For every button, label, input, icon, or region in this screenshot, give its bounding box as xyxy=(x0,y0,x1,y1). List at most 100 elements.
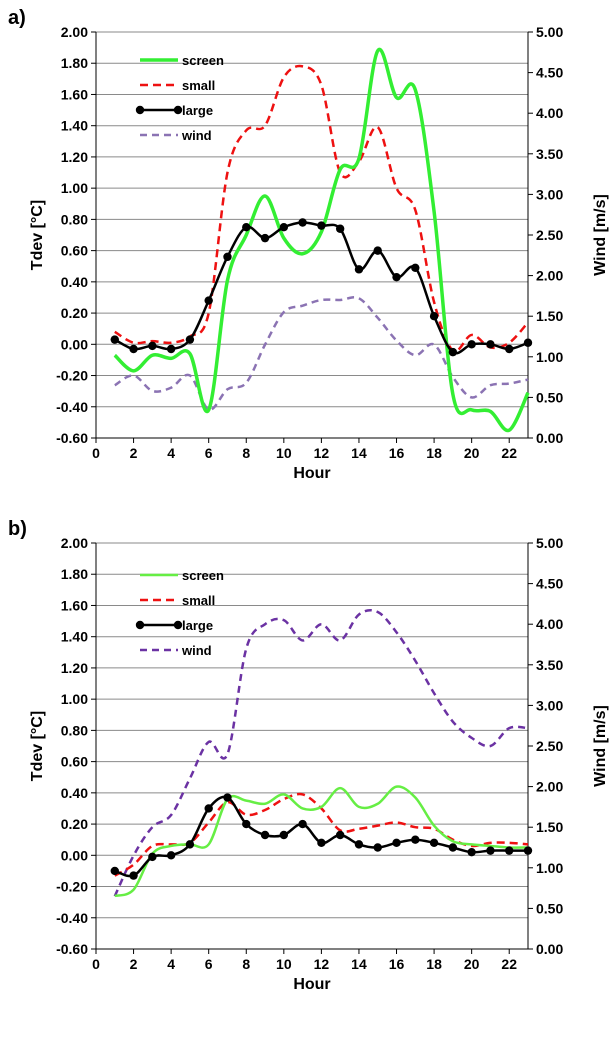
y-axis-label: Tdev [°C] xyxy=(29,200,46,270)
data-point-large xyxy=(298,218,307,227)
x-axis-label: Hour xyxy=(293,976,330,993)
data-point-large xyxy=(204,296,213,305)
x-tick-label: 20 xyxy=(464,956,480,972)
y-tick-label: 2.00 xyxy=(61,535,88,551)
data-point-large xyxy=(110,335,119,344)
x-tick-label: 4 xyxy=(167,445,175,461)
legend-label-screen: screen xyxy=(182,568,224,583)
x-tick-label: 18 xyxy=(426,445,442,461)
data-point-large xyxy=(523,338,533,347)
y2-tick-label: 1.50 xyxy=(536,819,563,835)
y-tick-label: -0.20 xyxy=(56,368,88,384)
data-point-large xyxy=(279,222,289,232)
y2-tick-label: 5.00 xyxy=(536,535,563,551)
x-tick-label: 4 xyxy=(167,956,175,972)
data-point-large xyxy=(411,835,420,844)
x-tick-label: 16 xyxy=(389,445,405,461)
y-tick-label: 1.20 xyxy=(61,660,88,676)
data-point-large xyxy=(242,222,251,232)
y2-tick-label: 1.00 xyxy=(536,860,563,876)
x-tick-label: 2 xyxy=(130,445,138,461)
x-tick-label: 14 xyxy=(351,445,367,461)
x-tick-label: 6 xyxy=(205,956,213,972)
y2-tick-label: 5.00 xyxy=(536,24,563,40)
data-point-large xyxy=(335,224,345,233)
data-point-large xyxy=(317,221,326,230)
data-point-large xyxy=(467,847,476,857)
data-point-large xyxy=(129,871,138,880)
y2-tick-label: 0.00 xyxy=(536,430,563,446)
data-point-large xyxy=(373,843,382,852)
data-point-large xyxy=(429,312,439,321)
y-tick-label: -0.20 xyxy=(56,879,88,895)
x-tick-label: 18 xyxy=(426,956,442,972)
x-tick-label: 12 xyxy=(314,956,330,972)
y2-axis-label: Wind [m/s] xyxy=(592,194,609,276)
panel-b: -0.60 -0.40 -0.20 0.00 0.20 0.40 0.60 0.80 1.00 1… xyxy=(8,518,609,993)
y2-tick-label: 0.50 xyxy=(536,389,563,405)
y2-tick-label: 3.00 xyxy=(536,186,563,202)
data-point-large xyxy=(110,866,119,876)
data-point-large xyxy=(260,830,270,840)
panel-a: -0.60 -0.40 -0.20 0.00 0.20 0.40 0.60 0.80 1.00 1… xyxy=(8,7,609,482)
y-tick-label: 0.60 xyxy=(61,243,88,259)
y2-tick-label: 2.00 xyxy=(536,779,563,795)
data-point-large xyxy=(448,843,458,852)
y-tick-label: 1.60 xyxy=(61,86,88,102)
data-point-large xyxy=(429,838,439,848)
data-point-large xyxy=(373,246,382,255)
y2-tick-label: 3.50 xyxy=(536,657,563,673)
y-tick-label: 0.00 xyxy=(61,336,88,352)
x-tick-label: 16 xyxy=(389,956,405,972)
series-line-wind xyxy=(114,296,529,411)
y2-tick-label: 4.50 xyxy=(536,65,563,81)
y2-tick-label: 0.00 xyxy=(536,941,563,957)
x-tick-label: 0 xyxy=(92,445,100,461)
y2-axis-label: Wind [m/s] xyxy=(592,705,609,787)
x-tick-label: 12 xyxy=(314,445,330,461)
x-tick-label: 8 xyxy=(242,956,250,972)
data-point-large xyxy=(298,819,307,829)
y-tick-label: 0.60 xyxy=(61,754,88,770)
y-tick-label: 1.00 xyxy=(61,691,88,707)
y-tick-label: 0.40 xyxy=(61,274,88,290)
legend-marker-large xyxy=(135,620,145,630)
y-tick-label: 0.20 xyxy=(61,305,88,321)
legend-label-screen: screen xyxy=(182,53,224,68)
x-tick-label: 10 xyxy=(276,445,292,461)
data-point-large xyxy=(448,347,458,357)
y2-tick-label: 3.50 xyxy=(536,146,563,162)
legend-label-wind: wind xyxy=(181,128,212,143)
y-tick-label: 1.60 xyxy=(61,597,88,613)
x-axis-label: Hour xyxy=(293,465,330,482)
y-tick-label: -0.40 xyxy=(56,910,88,926)
data-point-large xyxy=(411,263,420,272)
y-tick-label: 2.00 xyxy=(61,24,88,40)
x-tick-label: 6 xyxy=(205,445,213,461)
x-tick-label: 8 xyxy=(242,445,250,461)
data-point-large xyxy=(505,344,514,354)
data-point-large xyxy=(392,838,401,848)
series-line-large xyxy=(114,221,529,355)
data-point-large xyxy=(185,840,195,849)
data-point-large xyxy=(204,804,213,813)
legend-marker-large xyxy=(173,105,183,115)
data-point-large xyxy=(129,344,138,354)
panel-label: a) xyxy=(8,7,26,29)
x-tick-label: 0 xyxy=(92,956,100,972)
y2-tick-label: 2.00 xyxy=(536,268,563,284)
x-tick-label: 22 xyxy=(501,956,517,972)
legend-label-small: small xyxy=(182,78,215,93)
y2-tick-label: 1.00 xyxy=(536,349,563,365)
y-tick-label: 1.80 xyxy=(61,566,88,582)
legend-label-small: small xyxy=(182,593,215,608)
legend-label-large: large xyxy=(182,618,213,633)
y2-tick-label: 4.50 xyxy=(536,576,563,592)
y2-tick-label: 2.50 xyxy=(536,738,563,754)
data-point-large xyxy=(185,335,195,344)
x-tick-label: 2 xyxy=(130,956,138,972)
y2-tick-label: 4.00 xyxy=(536,616,563,632)
y-tick-label: 0.20 xyxy=(61,816,88,832)
data-point-large xyxy=(260,233,270,243)
